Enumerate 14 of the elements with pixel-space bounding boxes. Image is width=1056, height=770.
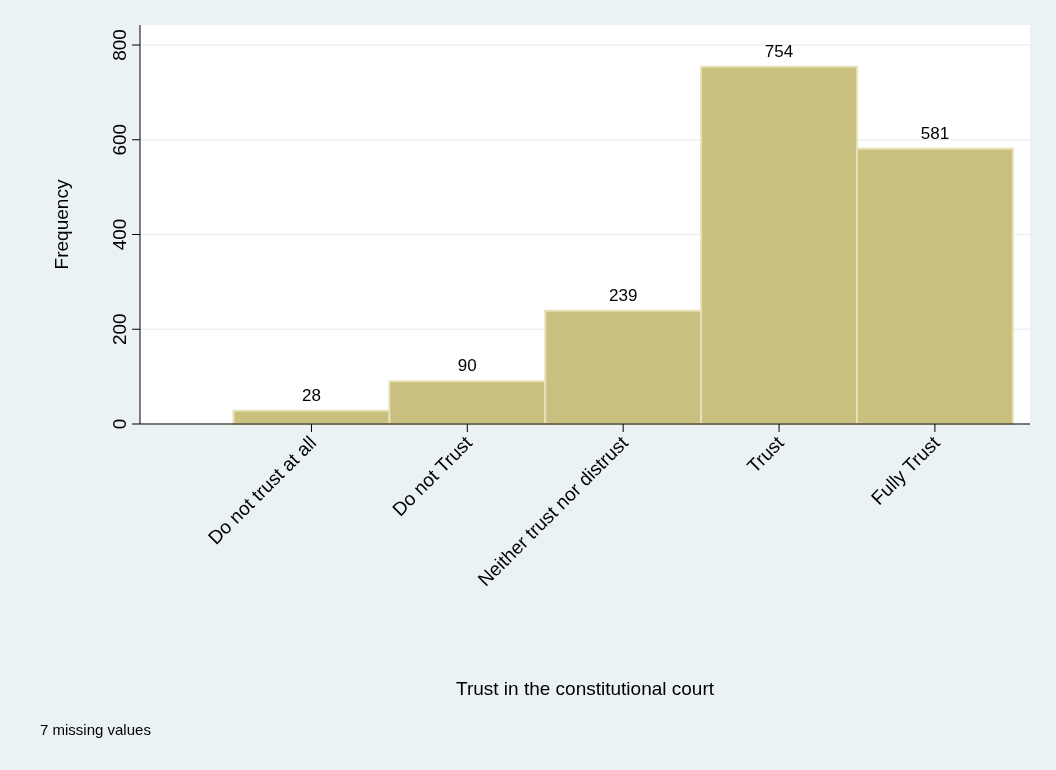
text: 7 missing values [40,721,151,738]
y-tick-label: 400 [109,218,130,251]
data-label: 754 [764,41,794,61]
y-tick-label: 200 [109,313,130,346]
x-axis-title: Trust in the constitutional court [455,678,715,699]
y-tick-label: 0 [109,418,130,430]
data-label: 581 [920,123,950,143]
y-axis-title: Frequency [51,179,72,270]
data-label: 90 [457,356,477,376]
y-tick-label: 600 [109,123,130,156]
y-tick-label: 800 [109,29,130,61]
data-label: 28 [301,385,321,405]
x-tick-label: Do not trust at all [203,431,321,549]
data-label: 239 [609,285,638,305]
